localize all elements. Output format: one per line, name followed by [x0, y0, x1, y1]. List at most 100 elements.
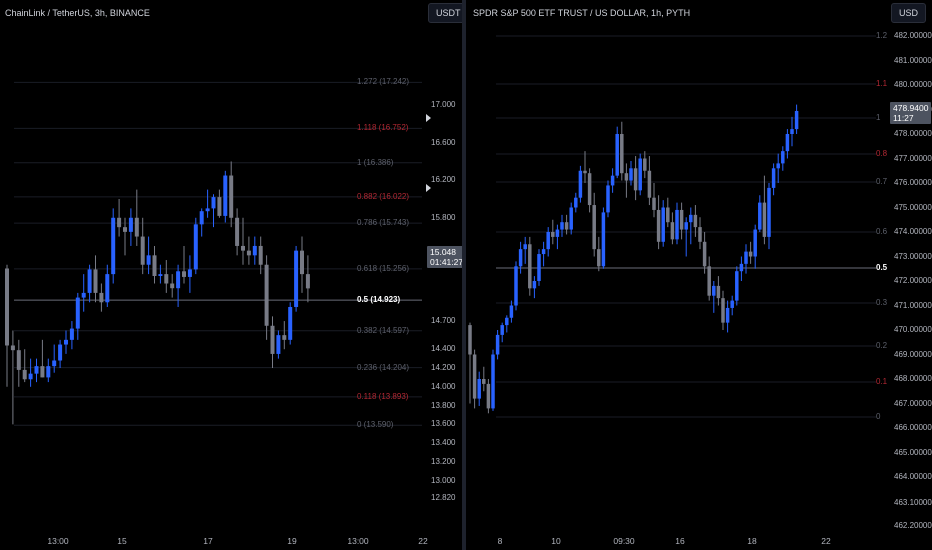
right-last-price: 478.9400 — [893, 103, 929, 113]
left-candle — [252, 236, 257, 265]
right-candle — [610, 168, 615, 193]
time-tick-label: 15 — [117, 536, 127, 546]
left-currency-button[interactable]: USDT — [428, 3, 469, 23]
left-candle — [117, 198, 122, 237]
right-candle — [505, 315, 509, 333]
left-candle — [40, 339, 45, 378]
right-candle — [477, 371, 481, 406]
fib-level-label: 1 — [876, 113, 881, 122]
right-chart-title: SPDR S&P 500 ETF TRUST / US DOLLAR, 1h, … — [473, 8, 691, 18]
left-chart-title: ChainLink / TetherUS, 3h, BINANCE — [5, 8, 150, 18]
right-candle — [523, 236, 527, 264]
time-tick-label: 22 — [821, 536, 831, 546]
time-tick-label: 13:00 — [47, 536, 69, 546]
price-tick-label: 471.00000 — [894, 300, 932, 310]
left-candle — [93, 255, 98, 303]
right-candle — [569, 202, 573, 235]
price-tick-label: 462.20000 — [894, 521, 932, 530]
left-candle — [199, 208, 204, 237]
right-candle — [707, 256, 711, 301]
price-tick-label: 463.10000 — [894, 498, 932, 507]
price-tick-label: 13.000 — [431, 475, 456, 485]
right-candle — [689, 207, 693, 245]
right-candle — [482, 366, 486, 392]
left-candle — [282, 321, 287, 350]
left-candle — [170, 274, 175, 298]
right-candle — [633, 156, 638, 201]
left-chart-pane[interactable]: ChainLink / TetherUS, 3h, BINANCE USDT 1… — [0, 0, 469, 550]
price-tick-label: 15.800 — [431, 212, 456, 222]
left-last-price-tag: 15.048 01:41:27 — [427, 246, 467, 268]
right-candle — [643, 151, 647, 179]
left-candle — [46, 358, 51, 383]
left-candle — [81, 274, 86, 312]
price-tick-label: 481.00000 — [894, 55, 932, 65]
right-candle — [486, 379, 491, 414]
right-candle — [560, 214, 564, 237]
fib-level-label: 1.2 — [876, 31, 888, 40]
right-candle — [541, 241, 546, 267]
price-tick-label: 14.400 — [431, 344, 456, 354]
right-candle — [574, 192, 578, 213]
left-candle — [241, 217, 245, 265]
left-candle — [28, 358, 33, 387]
right-candle — [771, 163, 776, 196]
left-candle — [187, 255, 192, 293]
price-tick-label: 470.00000 — [894, 325, 932, 334]
fib-level-label: 0.6 — [876, 227, 888, 236]
time-tick-label: 17 — [203, 536, 213, 546]
price-tick-label: 13.400 — [431, 438, 456, 448]
price-tick-label: 473.00000 — [894, 251, 932, 261]
fib-level-label: 0.1 — [876, 377, 888, 386]
right-candle — [532, 276, 537, 299]
arrow-right-icon — [426, 114, 431, 122]
right-candle — [629, 160, 633, 186]
left-candle — [75, 292, 80, 340]
left-countdown: 01:41:27 — [430, 257, 464, 267]
right-candle — [472, 349, 477, 409]
right-chart-pane[interactable]: SPDR S&P 500 ETF TRUST / US DOLLAR, 1h, … — [466, 0, 932, 550]
right-currency-button[interactable]: USD — [891, 3, 927, 23]
left-candle — [223, 170, 228, 223]
right-chart-canvas[interactable] — [466, 0, 932, 550]
left-candle — [235, 208, 240, 256]
right-candle — [620, 121, 624, 181]
price-tick-label: 16.600 — [431, 137, 456, 147]
price-tick-label: 12.820 — [431, 492, 456, 502]
right-candle — [721, 290, 725, 330]
right-candle — [647, 156, 652, 206]
right-candle — [702, 232, 707, 274]
fib-level-label: 0.882 (16.022) — [357, 191, 410, 201]
left-candle — [99, 283, 104, 312]
fib-level-label: 0.5 (14.923) — [357, 295, 401, 305]
pane-divider[interactable] — [462, 0, 466, 550]
price-tick-label: 468.00000 — [894, 374, 932, 383]
left-candle — [193, 217, 198, 275]
right-countdown: 11:27 — [893, 113, 914, 123]
left-candle — [128, 208, 133, 246]
left-candle — [123, 217, 127, 256]
left-candle — [16, 339, 21, 387]
right-candle — [652, 183, 656, 218]
right-candle — [495, 330, 500, 360]
right-candle — [509, 300, 514, 323]
price-tick-label: 469.00000 — [894, 349, 932, 359]
price-tick-label: 14.000 — [431, 381, 456, 391]
price-tick-label: 466.00000 — [894, 423, 932, 432]
left-candle — [182, 245, 186, 284]
price-tick-label: 17.000 — [431, 100, 456, 110]
right-candle — [744, 244, 748, 274]
right-candle — [592, 192, 596, 257]
left-candle — [217, 189, 222, 218]
fib-level-label: 0.3 — [876, 298, 888, 307]
right-candle — [491, 349, 495, 411]
left-chart-canvas[interactable] — [0, 0, 462, 550]
price-tick-label: 482.00000 — [894, 31, 932, 40]
right-candle — [601, 207, 606, 269]
right-candle — [514, 261, 518, 311]
left-candle — [5, 264, 9, 387]
left-candle — [258, 236, 263, 275]
time-tick-label: 10 — [551, 536, 561, 546]
right-candle — [666, 197, 670, 228]
right-candle — [758, 195, 762, 232]
